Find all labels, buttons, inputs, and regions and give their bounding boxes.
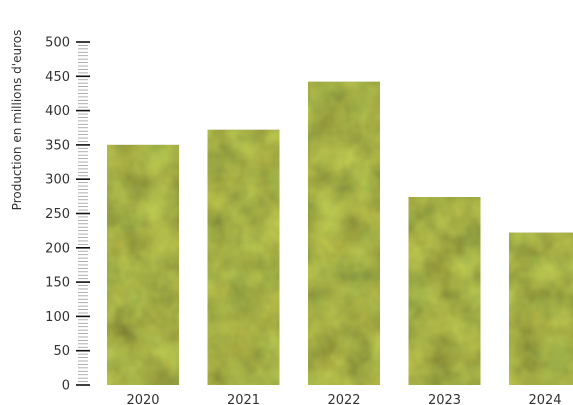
x-tick-label: 2022 (327, 393, 360, 405)
y-tick-label: 500 (45, 36, 70, 51)
bar-texture (408, 197, 481, 385)
x-tick-label: 2024 (528, 393, 561, 405)
bar-2024 (509, 232, 573, 385)
x-axis-labels: 2020 2021 2022 2023 2024 (126, 393, 561, 405)
bar-2021 (207, 129, 280, 385)
y-axis-title: Production en millions d'euros (10, 30, 24, 211)
bar-2022 (308, 81, 380, 386)
bars (107, 81, 573, 386)
y-tick-label: 150 (45, 276, 70, 291)
y-tick-label: 250 (45, 207, 70, 222)
x-tick-label: 2020 (126, 393, 159, 405)
bar-2020 (107, 144, 179, 385)
y-tick-label: 200 (45, 241, 70, 256)
y-tick-label: 100 (45, 310, 70, 325)
y-tick-label: 0 (62, 379, 70, 394)
bar-texture (107, 144, 179, 385)
bar-texture (207, 129, 280, 385)
y-tick-label: 50 (53, 344, 70, 359)
y-tick-label: 450 (45, 70, 70, 85)
y-tick-label: 350 (45, 138, 70, 153)
bar-2023 (408, 197, 481, 385)
bar-texture (308, 81, 380, 386)
x-tick-label: 2021 (227, 393, 260, 405)
y-tick-label: 300 (45, 173, 70, 188)
y-axis: 0 50 100 150 200 250 300 350 400 450 500 (45, 36, 90, 394)
x-tick-label: 2023 (428, 393, 461, 405)
y-tick-label: 400 (45, 104, 70, 119)
bar-texture (509, 232, 573, 385)
